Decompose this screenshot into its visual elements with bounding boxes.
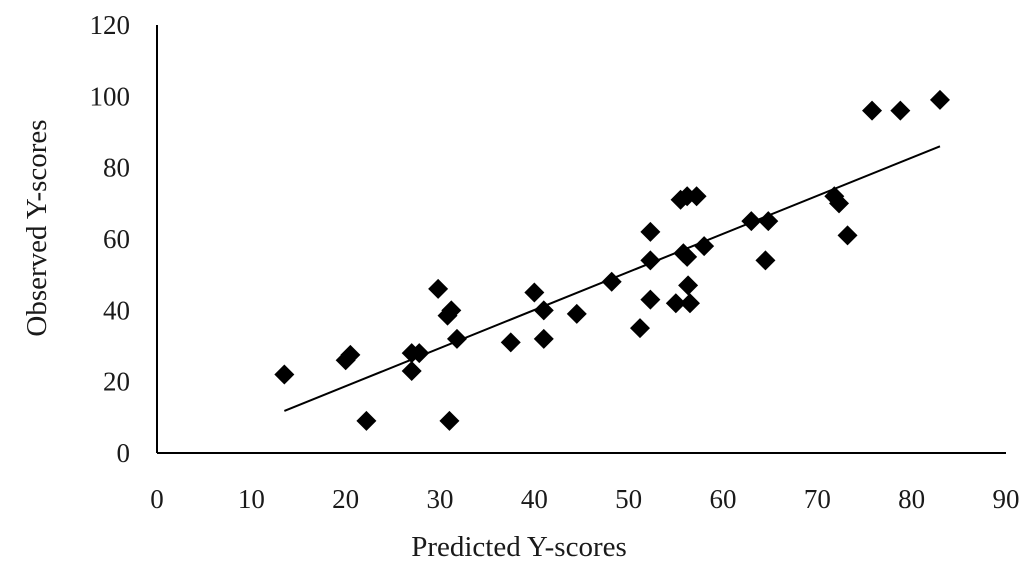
- data-point: [524, 282, 545, 303]
- x-tick-label: 90: [993, 484, 1020, 514]
- x-tick-label: 80: [898, 484, 925, 514]
- data-point: [340, 344, 361, 365]
- y-tick-label: 120: [90, 10, 131, 40]
- x-tick-label: 30: [427, 484, 454, 514]
- data-point: [640, 221, 661, 242]
- data-point: [755, 250, 776, 271]
- tick-labels: 0 10 20 30 40 50 60 70 80 90 0 20 40 60 80 100 120: [90, 10, 1020, 514]
- data-points: [274, 89, 950, 431]
- data-point: [640, 289, 661, 310]
- data-point: [686, 186, 707, 207]
- x-axis-title: Predicted Y-scores: [411, 531, 627, 563]
- data-point: [694, 236, 715, 257]
- data-point: [665, 293, 686, 314]
- data-point: [629, 318, 650, 339]
- data-point: [439, 410, 460, 431]
- y-tick-label: 80: [103, 153, 130, 183]
- y-tick-label: 0: [117, 438, 131, 468]
- data-point: [533, 300, 554, 321]
- data-point: [274, 364, 295, 385]
- x-tick-label: 0: [150, 484, 164, 514]
- y-tick-label: 100: [90, 81, 131, 111]
- data-point: [446, 328, 467, 349]
- data-point: [678, 275, 699, 296]
- data-point: [409, 343, 430, 364]
- data-point: [401, 360, 422, 381]
- y-tick-label: 20: [103, 367, 130, 397]
- data-point: [441, 300, 462, 321]
- data-point: [566, 303, 587, 324]
- data-point: [741, 211, 762, 232]
- y-tick-label: 60: [103, 224, 130, 254]
- data-point: [837, 225, 858, 246]
- x-tick-label: 50: [615, 484, 642, 514]
- axes: [156, 25, 1006, 454]
- x-tick-label: 40: [521, 484, 548, 514]
- x-tick-label: 20: [332, 484, 359, 514]
- x-tick-label: 60: [710, 484, 737, 514]
- y-axis-title: Observed Y-scores: [21, 119, 53, 336]
- data-point: [862, 100, 883, 121]
- data-point: [929, 89, 950, 110]
- data-point: [601, 271, 622, 292]
- x-tick-label: 70: [804, 484, 831, 514]
- data-point: [829, 193, 850, 214]
- y-tick-label: 40: [103, 295, 130, 325]
- data-point: [428, 278, 449, 299]
- data-point: [679, 293, 700, 314]
- data-point: [758, 211, 779, 232]
- data-point: [890, 100, 911, 121]
- x-tick-label: 10: [238, 484, 265, 514]
- data-point: [640, 250, 661, 271]
- data-point: [500, 332, 521, 353]
- data-point: [356, 410, 377, 431]
- data-point: [677, 246, 698, 267]
- data-point: [533, 328, 554, 349]
